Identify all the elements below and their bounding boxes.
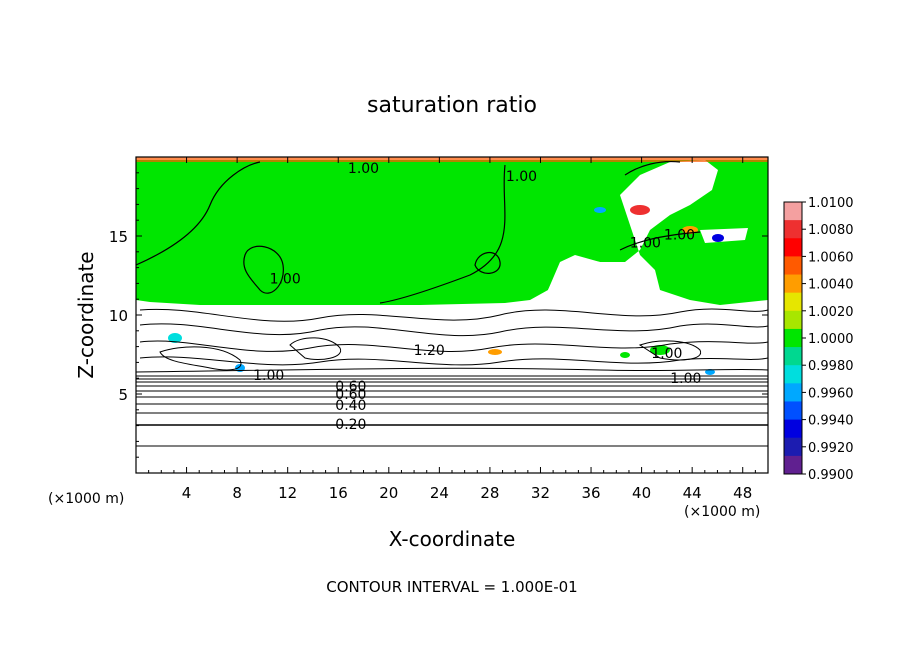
colorbar-tick-label: 0.9960 xyxy=(808,386,854,401)
contour-interval: CONTOUR INTERVAL = 1.000E-01 xyxy=(326,578,577,596)
contour-label: 0.40 xyxy=(335,398,366,414)
colorbar-tick-label: 1.0020 xyxy=(808,305,854,320)
x-tick-label: 16 xyxy=(329,484,348,502)
colorbar-swatch xyxy=(784,419,802,439)
x-tick-label: 4 xyxy=(182,484,192,502)
supersaturated-pocket xyxy=(548,160,718,303)
contour-label: 0.20 xyxy=(335,417,366,433)
x-axis: 4 8 12 16 20 24 28 32 36 40 44 48 xyxy=(148,157,756,502)
mid-contours xyxy=(139,308,769,371)
y-tick-label: 10 xyxy=(109,307,128,325)
colorbar-swatch xyxy=(784,274,802,294)
x-tick-label: 8 xyxy=(232,484,242,502)
contour-label: 1.00 xyxy=(664,227,695,243)
x-tick-label: 48 xyxy=(733,484,752,502)
x-tick-label: 36 xyxy=(581,484,600,502)
contour-label: 1.00 xyxy=(253,368,284,384)
colorbar-swatch xyxy=(784,328,802,348)
colorbar-swatch xyxy=(784,401,802,421)
colorbar: 1.0100 1.0080 1.0060 1.0040 1.0020 1.0000 0.99… xyxy=(783,196,854,483)
contour-label: 1.00 xyxy=(670,371,701,387)
x-tick-label: 44 xyxy=(683,484,702,502)
contour-label: 1.00 xyxy=(270,272,301,288)
chart-title: saturation ratio xyxy=(367,93,537,118)
colorbar-tick-label: 0.9900 xyxy=(808,468,854,483)
x-tick-label: 28 xyxy=(480,484,499,502)
contour-label: 1.00 xyxy=(506,169,537,185)
colorbar-tick-label: 1.0040 xyxy=(808,278,854,293)
x-axis-label: X-coordinate xyxy=(389,527,516,551)
colorbar-swatch xyxy=(784,310,802,330)
colorbar-tick-label: 1.0060 xyxy=(808,250,854,265)
contour-label: 1.00 xyxy=(651,346,682,362)
x-tick-label: 40 xyxy=(632,484,651,502)
contour-label: 0.60 xyxy=(335,387,366,403)
colorbar-tick-label: 1.0100 xyxy=(808,196,854,211)
colorbar-swatch xyxy=(784,292,802,312)
colorbar-tick-label: 1.0000 xyxy=(808,332,854,347)
colorbar-swatch xyxy=(784,202,802,221)
colorbar-swatch xyxy=(784,455,802,475)
x-tick-label: 20 xyxy=(379,484,398,502)
colorbar-tick-label: 0.9940 xyxy=(808,414,854,429)
supersaturated-pocket-2 xyxy=(700,228,748,243)
colorbar-swatch xyxy=(784,437,802,457)
contour-label: 1.00 xyxy=(630,235,661,251)
colorbar-swatch xyxy=(784,220,802,239)
colorbar-swatch xyxy=(784,347,802,366)
plot-area: 1.00 1.001.001.00 1.001.201.001.001.000.60… xyxy=(135,156,769,474)
y-axis: 5 10 15 xyxy=(109,172,768,458)
lower-contours xyxy=(135,367,769,447)
contour-label: 1.20 xyxy=(414,343,445,359)
color-spots xyxy=(136,157,768,375)
x-unit-left: (×1000 m) xyxy=(48,491,124,507)
colorbar-tick-label: 0.9920 xyxy=(808,441,854,456)
x-tick-label: 12 xyxy=(278,484,297,502)
contour-label: 1.00 xyxy=(348,161,379,177)
colorbar-tick-label: 0.9980 xyxy=(808,359,854,374)
y-tick-label: 5 xyxy=(118,386,128,404)
near-saturated-region xyxy=(136,160,768,305)
y-tick-label: 15 xyxy=(109,228,128,246)
x-tick-label: 32 xyxy=(531,484,550,502)
x-tick-label: 24 xyxy=(430,484,449,502)
colorbar-tick-label: 1.0080 xyxy=(808,223,854,238)
upper-contours xyxy=(135,160,701,304)
colorbar-swatch xyxy=(784,238,802,257)
colorbar-swatch xyxy=(784,383,802,402)
y-axis-label: Z-coordinate xyxy=(74,251,98,378)
x-unit-right: (×1000 m) xyxy=(684,504,760,520)
colorbar-swatch xyxy=(784,256,802,276)
contour-labels: 1.00 1.001.001.00 1.001.201.001.001.000.60… xyxy=(253,161,701,433)
contour-label: 0.60 xyxy=(335,379,366,395)
colorbar-swatch xyxy=(784,365,802,384)
